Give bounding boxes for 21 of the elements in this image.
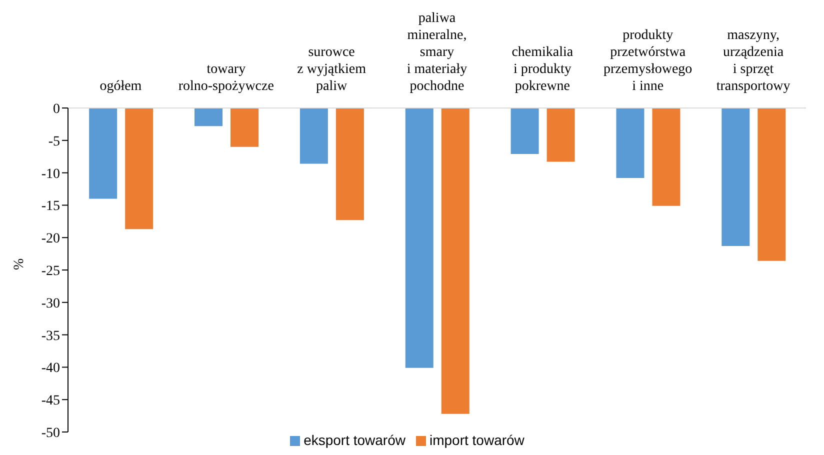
x-tick-label: ogółem xyxy=(100,79,142,94)
y-tick-label: -15 xyxy=(41,199,60,214)
y-tick-label: -10 xyxy=(41,166,60,182)
x-tick-label: chemikalia i produkty pokrewne xyxy=(512,45,574,94)
y-tick-label: -25 xyxy=(41,264,60,279)
y-axis-title: % xyxy=(12,258,27,270)
x-tick-label: produkty przetwórstwa przemysłowego i inne xyxy=(604,28,692,94)
x-tick-label: paliwa mineralne, smary i materiały pochodne xyxy=(406,11,468,94)
y-tick-label: -40 xyxy=(41,361,60,376)
legend-label: import towarów xyxy=(430,432,524,448)
x-tick-label: surowce z wyjątkiem paliw xyxy=(297,45,366,94)
y-tick-label: -20 xyxy=(41,232,60,247)
y-tick-label: 0 xyxy=(53,102,60,117)
x-tick-label: towary rolno-spożywcze xyxy=(178,62,274,94)
y-tick-label: -45 xyxy=(41,394,60,409)
y-tick-label: -5 xyxy=(48,134,60,150)
y-tick-label: -35 xyxy=(41,328,60,344)
legend-label: eksport towarów xyxy=(304,432,406,448)
x-tick-label: maszyny, urządzenia i sprzęt transportowy xyxy=(716,28,790,94)
y-tick-label: -50 xyxy=(41,426,60,441)
y-tick-label: -30 xyxy=(41,296,60,312)
